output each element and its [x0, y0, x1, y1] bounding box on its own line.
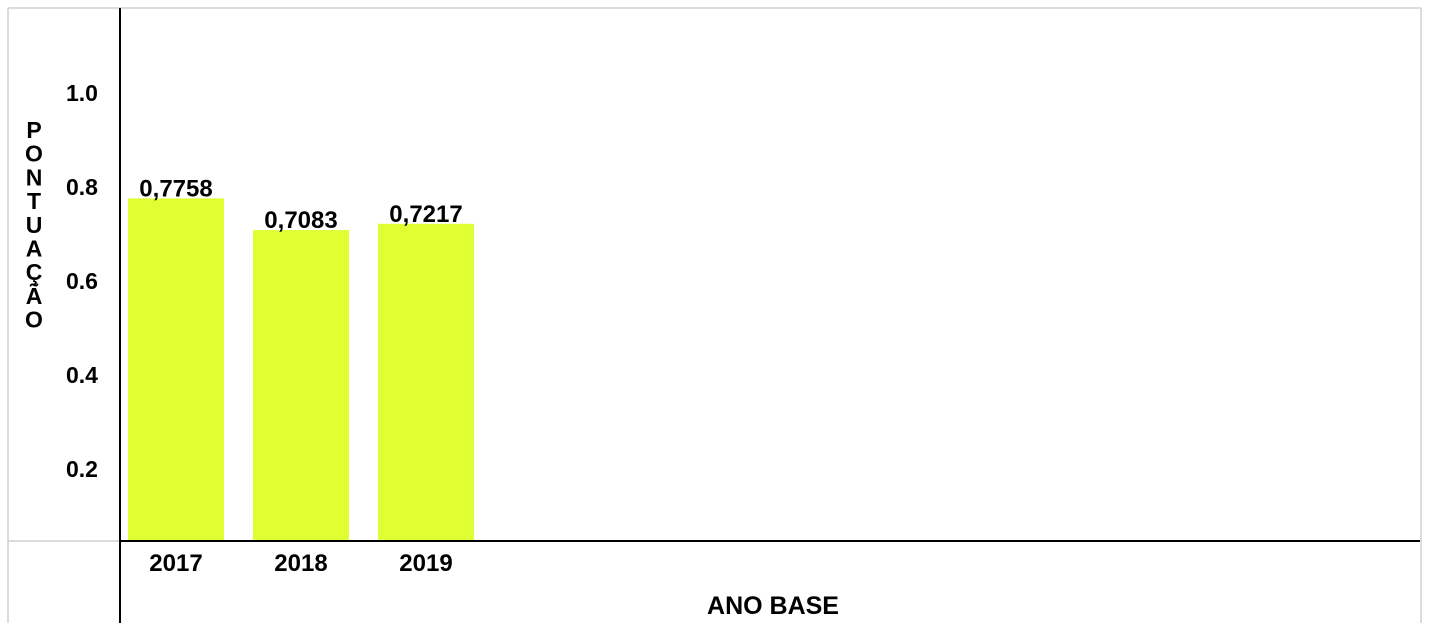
x-tick-label-2018: 2018 [274, 550, 327, 577]
axes [119, 8, 1420, 623]
y-tick-label-0.4: 0.4 [66, 362, 98, 388]
y-tick-label-0.2: 0.2 [66, 456, 98, 482]
x-axis-title: ANO BASE [707, 592, 839, 620]
bar-2018 [253, 230, 349, 541]
chart-frame [7, 7, 1422, 623]
bar-value-label-2019: 0,7217 [389, 201, 462, 228]
bar-value-label-2017: 0,7758 [139, 175, 212, 202]
x-tick-label-2017: 2017 [149, 550, 202, 577]
y-tick-label-0.6: 0.6 [66, 268, 98, 294]
x-tick-label-2019: 2019 [399, 550, 452, 577]
labels: 0,7758 2017 0,7083 2018 0,7217 2019 0.2 0.4 0.6 0… [25, 80, 839, 620]
bars [128, 198, 474, 541]
y-tick-label-1.0: 1.0 [66, 80, 98, 106]
bar-value-label-2018: 0,7083 [264, 207, 337, 234]
bar-2017 [128, 198, 224, 541]
y-tick-label-0.8: 0.8 [66, 174, 98, 200]
bar-2019 [378, 223, 474, 541]
